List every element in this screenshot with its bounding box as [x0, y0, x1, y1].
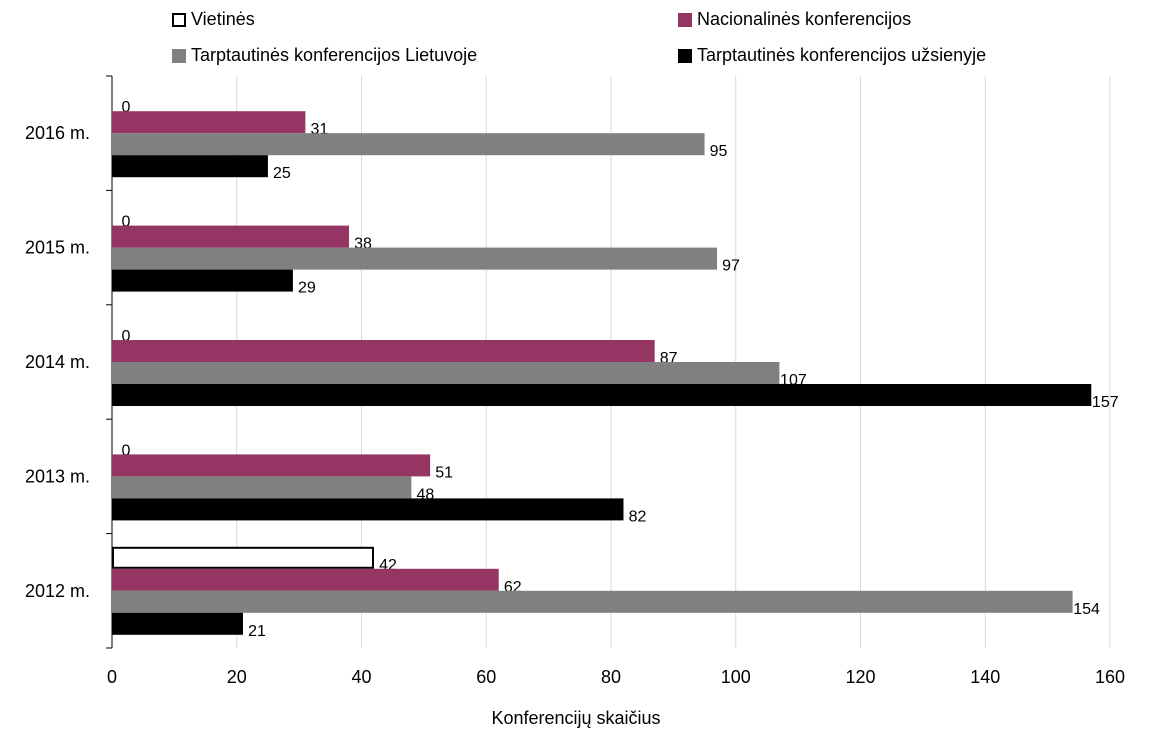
data-label: 154 [1073, 601, 1100, 618]
data-label: 21 [248, 623, 266, 640]
bar [112, 111, 306, 134]
data-label: 0 [122, 99, 131, 116]
legend-item-vietines: Vietinės [172, 9, 255, 30]
bar [112, 133, 705, 156]
x-tick-label: 160 [1095, 667, 1125, 687]
bar [112, 590, 1073, 613]
bar [112, 476, 412, 499]
legend-label-nacionalines: Nacionalinės konferencijos [697, 9, 912, 29]
data-label: 0 [122, 442, 131, 459]
x-tick-label: 100 [721, 667, 751, 687]
bar [112, 546, 374, 569]
legend-swatch-tarptautines-lietuvoje [172, 48, 186, 63]
data-label: 157 [1092, 394, 1119, 411]
x-tick-label: 20 [227, 667, 247, 687]
data-label: 51 [435, 464, 453, 481]
x-tick-label: 120 [845, 667, 875, 687]
legend-swatch-vietines [172, 12, 186, 27]
legend-swatch-tarptautines-uzsienyje [678, 48, 692, 63]
bar [112, 155, 268, 178]
x-tick-label: 0 [107, 667, 117, 687]
x-tick-label: 80 [601, 667, 621, 687]
data-label: 95 [710, 143, 728, 160]
x-tick-label: 60 [476, 667, 496, 687]
bar [112, 362, 780, 384]
category-label: 2015 m. [25, 238, 90, 258]
bar [112, 384, 1092, 406]
bar [112, 498, 624, 521]
bar [112, 612, 243, 635]
bar [112, 340, 655, 362]
category-label: 2016 m. [25, 123, 90, 143]
data-label: 25 [273, 165, 291, 182]
legend-item-tarptautines-lietuvoje: Tarptautinės konferencijos Lietuvoje [172, 45, 477, 66]
legend-item-tarptautines-uzsienyje: Tarptautinės konferencijos užsienyje [678, 45, 986, 66]
data-label: 97 [722, 258, 740, 275]
data-label: 0 [122, 328, 131, 345]
bar [112, 568, 499, 591]
legend-label-vietines: Vietinės [191, 9, 255, 29]
bar [112, 247, 718, 270]
x-axis-title: Konferencijų skaičius [491, 708, 661, 728]
category-label: 2013 m. [25, 466, 90, 486]
x-tick-label: 40 [351, 667, 371, 687]
x-tick-label: 140 [970, 667, 1000, 687]
legend-label-tarptautines-uzsienyje: Tarptautinės konferencijos užsienyje [697, 45, 987, 65]
bar [112, 454, 431, 477]
data-label: 0 [122, 214, 131, 231]
data-label: 82 [629, 508, 647, 525]
category-label: 2012 m. [25, 581, 90, 601]
bar [112, 269, 293, 292]
data-label: 29 [298, 280, 316, 297]
legend-label-tarptautines-lietuvoje: Tarptautinės konferencijos Lietuvoje [191, 45, 478, 65]
legend-swatch-nacionalines [678, 12, 692, 27]
bar [112, 225, 350, 248]
category-label: 2014 m. [25, 352, 90, 372]
legend-item-nacionalines: Nacionalinės konferencijos [678, 9, 911, 30]
